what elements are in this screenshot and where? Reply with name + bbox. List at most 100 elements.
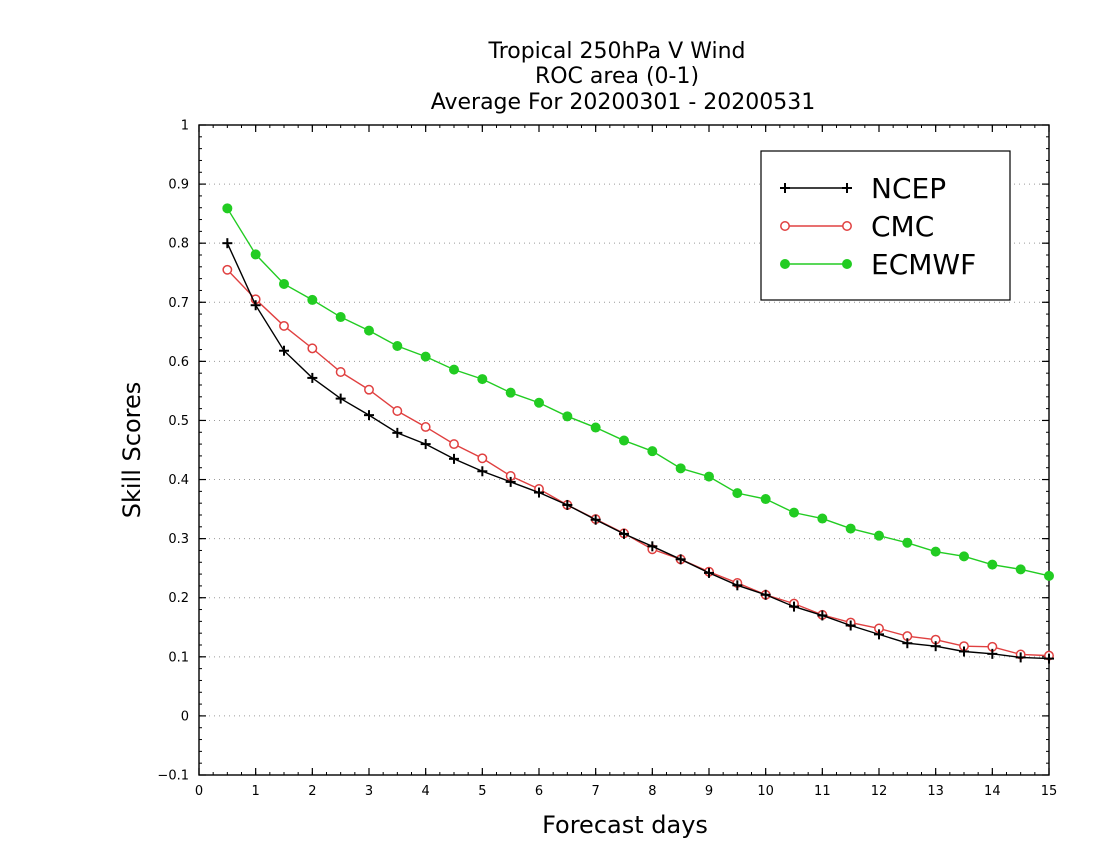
ncep-point-16 xyxy=(675,554,686,565)
x-tick-label-2: 2 xyxy=(308,784,316,799)
legend-label-ncep: NCEP xyxy=(871,172,946,205)
x-tick-label-3: 3 xyxy=(365,784,373,799)
ncep-point-26 xyxy=(959,646,969,657)
y-tick-label-10: 0.9 xyxy=(168,178,189,193)
ecmwf-point-16 xyxy=(675,463,686,474)
ecmwf-point-24 xyxy=(902,537,913,548)
x-tick-label-5: 5 xyxy=(478,784,486,799)
ncep-point-20 xyxy=(789,601,799,612)
x-tick-label-1: 1 xyxy=(252,784,260,799)
legend-marker-left-cmc xyxy=(780,221,790,231)
title-line-2: ROC area (0-1) xyxy=(535,64,699,89)
y-tick-label-7: 0.6 xyxy=(168,355,189,370)
cmc-point-7 xyxy=(420,422,431,432)
ecmwf-point-26 xyxy=(959,551,969,562)
ncep-point-5 xyxy=(364,410,374,421)
ecmwf-point-22 xyxy=(845,523,856,534)
chart-title: Tropical 250hPa V Wind ROC area (0-1) Av… xyxy=(431,39,816,115)
ncep-point-15 xyxy=(647,541,658,552)
y-tick-label-6: 0.5 xyxy=(168,414,189,429)
x-tick-label-12: 12 xyxy=(871,784,888,799)
series-ecmwf xyxy=(222,203,1054,581)
ncep-point-7 xyxy=(420,439,431,450)
ncep-point-1 xyxy=(250,300,261,311)
ncep-point-21 xyxy=(817,610,828,621)
title-line-3: Average For 20200301 - 20200531 xyxy=(431,90,816,115)
cmc-point-0 xyxy=(222,264,233,275)
ncep-point-9 xyxy=(477,466,488,477)
ecmwf-point-27 xyxy=(987,559,998,570)
x-tick-label-13: 13 xyxy=(927,784,944,799)
x-tick-label-14: 14 xyxy=(984,784,1001,799)
y-tick-label-8: 0.7 xyxy=(168,296,189,311)
ncep-point-19 xyxy=(760,589,771,600)
y-tick-label-4: 0.3 xyxy=(168,532,189,547)
title-line-1: Tropical 250hPa V Wind xyxy=(487,39,745,64)
y-tick-label-3: 0.2 xyxy=(168,591,189,606)
ecmwf-point-17 xyxy=(704,471,714,482)
ecmwf-point-19 xyxy=(760,494,771,505)
legend-marker-right-ecmwf xyxy=(842,259,852,269)
ecmwf-point-29 xyxy=(1044,570,1054,581)
x-tick-label-10: 10 xyxy=(757,784,774,799)
cmc-point-4 xyxy=(335,367,346,377)
series-line-ncep xyxy=(226,242,1050,660)
ecmwf-point-28 xyxy=(1015,564,1026,575)
legend: NCEP CMC ECMWF xyxy=(760,150,1011,301)
ecmwf-point-2 xyxy=(279,278,289,289)
ncep-point-4 xyxy=(335,393,346,404)
ecmwf-point-11 xyxy=(534,397,544,408)
ecmwf-point-9 xyxy=(477,374,488,385)
ecmwf-point-5 xyxy=(364,325,374,336)
y-tick-label-0: −0.1 xyxy=(157,769,189,784)
cmc-point-9 xyxy=(477,453,488,464)
x-tick-label-8: 8 xyxy=(648,784,656,799)
ncep-point-2 xyxy=(279,345,289,356)
ncep-point-27 xyxy=(987,648,998,659)
y-axis-label: Skill Scores xyxy=(118,382,146,519)
ncep-point-11 xyxy=(534,487,544,498)
ecmwf-point-0 xyxy=(222,203,233,214)
ecmwf-point-7 xyxy=(420,351,431,362)
y-tick-label-9: 0.8 xyxy=(168,237,189,252)
series-cmc xyxy=(222,264,1054,661)
ecmwf-point-3 xyxy=(307,294,318,305)
ncep-point-25 xyxy=(930,641,941,652)
legend-marker-right-ncep xyxy=(842,183,852,193)
ecmwf-point-12 xyxy=(562,411,573,422)
x-tick-label-6: 6 xyxy=(535,784,543,799)
ecmwf-point-15 xyxy=(647,446,658,457)
y-tick-label-2: 0.1 xyxy=(168,650,189,665)
axes xyxy=(198,124,1050,776)
ecmwf-point-8 xyxy=(449,364,459,375)
ecmwf-point-13 xyxy=(590,422,601,433)
x-axis-label: Forecast days xyxy=(542,811,708,839)
cmc-point-8 xyxy=(449,439,459,450)
cmc-point-2 xyxy=(279,320,289,331)
legend-item-cmc: CMC xyxy=(780,210,934,243)
x-tick-label-0: 0 xyxy=(195,784,203,799)
series-ncep xyxy=(222,238,1054,664)
ecmwf-point-6 xyxy=(392,341,403,351)
x-tick-label-9: 9 xyxy=(705,784,713,799)
ncep-point-6 xyxy=(392,427,403,438)
legend-label-cmc: CMC xyxy=(871,210,934,243)
ecmwf-point-4 xyxy=(335,312,346,323)
ecmwf-point-25 xyxy=(930,546,941,557)
ecmwf-point-18 xyxy=(732,488,743,499)
ecmwf-point-21 xyxy=(817,513,828,524)
legend-marker-left-ecmwf xyxy=(780,259,790,269)
x-tick-label-15: 15 xyxy=(1041,784,1058,799)
y-tick-label-1: 0 xyxy=(181,709,189,724)
ncep-point-23 xyxy=(874,629,884,640)
ncep-point-24 xyxy=(902,638,913,649)
ncep-point-14 xyxy=(619,528,629,539)
ncep-point-17 xyxy=(704,567,714,578)
ecmwf-point-23 xyxy=(874,530,884,541)
ncep-point-8 xyxy=(449,453,459,464)
legend-marker-left-ncep xyxy=(780,183,790,193)
y-tick-label-11: 1 xyxy=(181,119,189,134)
ncep-point-29 xyxy=(1044,653,1054,664)
